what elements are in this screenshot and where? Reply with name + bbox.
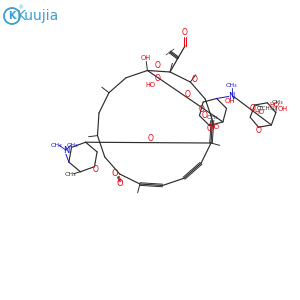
Text: HO: HO bbox=[210, 124, 220, 130]
Text: O: O bbox=[202, 111, 207, 120]
Text: O: O bbox=[154, 61, 160, 70]
Text: O: O bbox=[198, 105, 204, 114]
Text: CH₃: CH₃ bbox=[51, 142, 63, 148]
Text: K: K bbox=[8, 11, 16, 21]
Text: O: O bbox=[184, 90, 190, 99]
Text: O: O bbox=[112, 169, 119, 178]
Text: O: O bbox=[191, 76, 197, 85]
Text: CH₃: CH₃ bbox=[226, 83, 237, 88]
Text: CH₃: CH₃ bbox=[67, 142, 79, 148]
Text: OH: OH bbox=[224, 98, 235, 104]
Text: CH₃: CH₃ bbox=[64, 172, 76, 177]
Text: O: O bbox=[256, 126, 262, 135]
Text: N: N bbox=[228, 92, 235, 101]
Text: O: O bbox=[250, 104, 255, 113]
Text: HO: HO bbox=[269, 102, 280, 108]
Text: O: O bbox=[93, 165, 98, 174]
Text: ®: ® bbox=[19, 5, 23, 10]
Text: HO: HO bbox=[146, 82, 155, 88]
Text: O: O bbox=[154, 74, 160, 83]
Text: Kuujia: Kuujia bbox=[17, 9, 59, 23]
Text: OH: OH bbox=[278, 106, 288, 112]
Text: O: O bbox=[206, 124, 212, 133]
Text: O: O bbox=[147, 134, 153, 143]
Text: N: N bbox=[63, 146, 69, 154]
Text: O: O bbox=[117, 179, 124, 188]
Text: HO: HO bbox=[255, 109, 265, 115]
Text: CH₃: CH₃ bbox=[207, 115, 218, 120]
Text: O: O bbox=[182, 28, 188, 38]
Text: OH: OH bbox=[140, 56, 151, 62]
Text: CH₃: CH₃ bbox=[272, 100, 284, 105]
Text: C(CH₃)₂: C(CH₃)₂ bbox=[256, 106, 277, 110]
